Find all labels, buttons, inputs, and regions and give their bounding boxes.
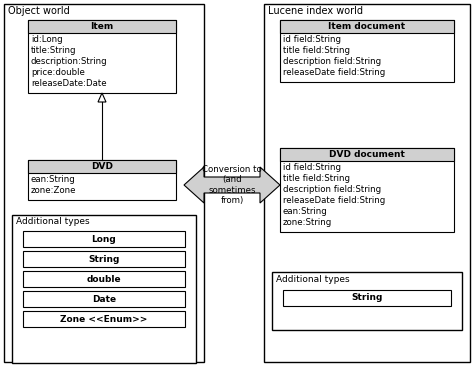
Bar (23, 291, 185, 307)
Text: Additional types: Additional types (16, 217, 90, 227)
Text: id:Long: id:Long (31, 35, 63, 44)
Text: ean:String: ean:String (283, 207, 328, 215)
Text: Additional types: Additional types (276, 275, 350, 283)
Bar (23, 311, 185, 327)
Text: price:double: price:double (31, 68, 85, 76)
Text: zone:Zone: zone:Zone (31, 186, 76, 194)
Text: Zone <<Enum>>: Zone <<Enum>> (60, 314, 148, 324)
Bar (280, 148, 454, 232)
Bar (23, 251, 185, 267)
Text: releaseDate:Date: releaseDate:Date (31, 79, 107, 87)
Text: Date: Date (92, 294, 116, 303)
Text: description field:String: description field:String (283, 56, 381, 66)
Text: id field:String: id field:String (283, 163, 341, 172)
Text: releaseDate field:String: releaseDate field:String (283, 196, 385, 204)
Bar (280, 20, 454, 82)
Bar (28, 160, 176, 200)
Text: DVD: DVD (91, 162, 113, 171)
Bar (28, 160, 176, 173)
Bar (272, 272, 462, 330)
Text: Long: Long (91, 235, 117, 244)
Bar (280, 20, 454, 33)
Bar (264, 4, 470, 362)
Text: double: double (87, 275, 121, 283)
Text: Object world: Object world (8, 6, 70, 16)
Text: releaseDate field:String: releaseDate field:String (283, 68, 385, 76)
Bar (28, 20, 176, 93)
Text: ean:String: ean:String (31, 175, 76, 183)
Text: zone:String: zone:String (283, 218, 332, 227)
Text: String: String (88, 255, 120, 263)
Bar (283, 290, 451, 306)
Bar (4, 4, 204, 362)
Text: DVD document: DVD document (329, 150, 405, 159)
Text: title:String: title:String (31, 45, 76, 55)
Bar (28, 20, 176, 33)
Text: id field:String: id field:String (283, 35, 341, 44)
Polygon shape (184, 167, 280, 203)
Bar (23, 271, 185, 287)
Bar (280, 148, 454, 161)
Text: Lucene index world: Lucene index world (268, 6, 363, 16)
Text: Item: Item (91, 22, 114, 31)
Text: description:String: description:String (31, 56, 108, 66)
Bar (23, 231, 185, 247)
Text: Conversion to
(and
sometimes
from): Conversion to (and sometimes from) (202, 165, 262, 205)
Text: description field:String: description field:String (283, 184, 381, 194)
Text: title field:String: title field:String (283, 173, 350, 183)
Text: Item document: Item document (328, 22, 406, 31)
Text: title field:String: title field:String (283, 45, 350, 55)
Text: String: String (351, 293, 383, 303)
Bar (12, 215, 196, 363)
